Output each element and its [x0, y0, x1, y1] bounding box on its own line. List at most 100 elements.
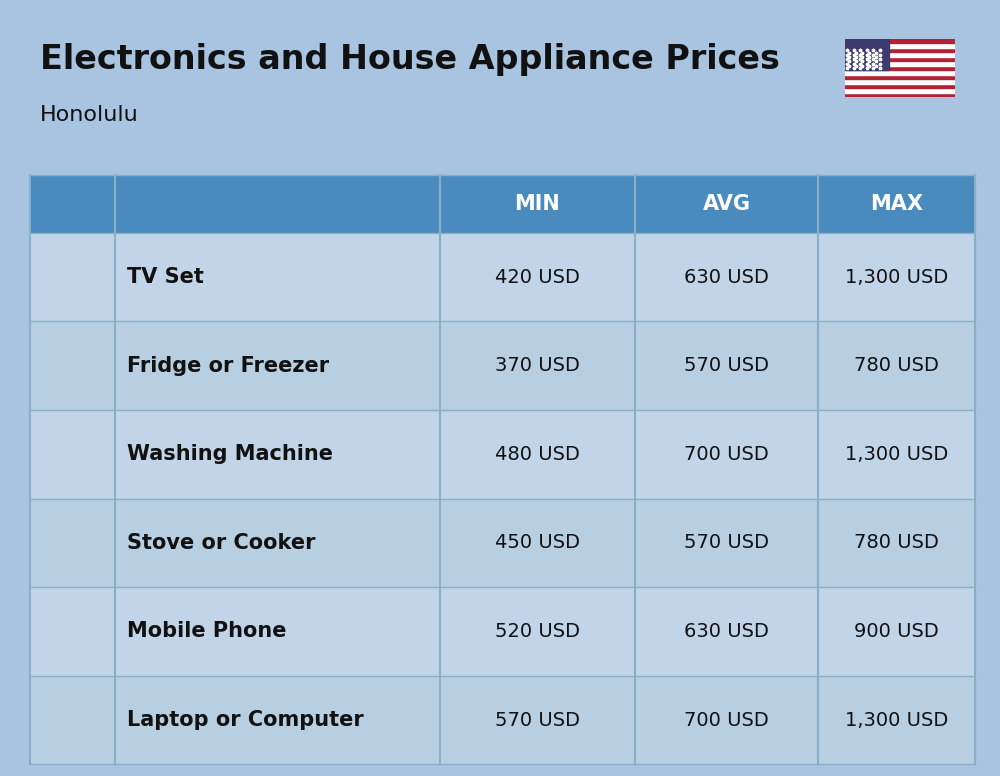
Bar	[49, 531, 96, 534]
FancyBboxPatch shape	[48, 529, 97, 572]
Text: 700 USD: 700 USD	[684, 711, 769, 729]
Bar	[845, 70, 955, 74]
Text: Fridge or Freezer: Fridge or Freezer	[127, 355, 329, 376]
Text: MAX: MAX	[870, 194, 923, 213]
FancyBboxPatch shape	[57, 606, 88, 656]
Bar	[50, 267, 64, 282]
FancyBboxPatch shape	[68, 623, 79, 636]
Bar	[845, 43, 955, 48]
FancyBboxPatch shape	[94, 737, 100, 743]
FancyBboxPatch shape	[57, 611, 68, 623]
Text: 450 USD: 450 USD	[495, 533, 580, 553]
Text: Stove or Cooker: Stove or Cooker	[127, 533, 316, 553]
Text: 570 USD: 570 USD	[495, 711, 580, 729]
Bar	[49, 255, 96, 289]
FancyBboxPatch shape	[52, 737, 58, 743]
Bar	[845, 79, 955, 84]
FancyBboxPatch shape	[45, 737, 51, 743]
Bar	[65, 267, 79, 282]
FancyBboxPatch shape	[66, 731, 72, 736]
FancyBboxPatch shape	[63, 746, 82, 754]
Text: Honolulu: Honolulu	[40, 105, 139, 125]
FancyBboxPatch shape	[59, 731, 65, 736]
Circle shape	[56, 441, 89, 479]
Text: 480 USD: 480 USD	[495, 445, 580, 464]
Bar	[79, 267, 93, 282]
Bar	[68, 294, 77, 303]
Bar	[45, 249, 100, 295]
FancyBboxPatch shape	[68, 636, 79, 649]
Bar	[845, 52, 955, 57]
FancyBboxPatch shape	[44, 510, 101, 576]
Circle shape	[55, 519, 60, 525]
Bar	[51, 355, 94, 357]
Bar	[845, 48, 955, 52]
FancyBboxPatch shape	[79, 611, 90, 623]
FancyBboxPatch shape	[87, 737, 93, 743]
Text: Electronics and House Appliance Prices: Electronics and House Appliance Prices	[40, 43, 780, 76]
Polygon shape	[68, 530, 77, 551]
Text: Washing Machine: Washing Machine	[127, 445, 333, 464]
Bar	[48, 708, 97, 713]
Text: 630 USD: 630 USD	[684, 622, 769, 641]
Circle shape	[85, 519, 90, 525]
Text: 520 USD: 520 USD	[495, 622, 580, 641]
Bar	[845, 57, 955, 61]
Text: 700 USD: 700 USD	[684, 445, 769, 464]
Bar	[47, 514, 98, 529]
Text: TV Set: TV Set	[127, 267, 204, 287]
Bar	[48, 703, 97, 708]
Bar	[845, 88, 955, 92]
Polygon shape	[63, 525, 82, 553]
FancyBboxPatch shape	[52, 533, 93, 566]
Text: 1,300 USD: 1,300 USD	[845, 711, 948, 729]
Text: 780 USD: 780 USD	[854, 533, 939, 553]
FancyBboxPatch shape	[59, 737, 65, 743]
FancyBboxPatch shape	[45, 731, 51, 736]
FancyBboxPatch shape	[73, 737, 79, 743]
Text: 420 USD: 420 USD	[495, 268, 580, 286]
Bar	[845, 39, 955, 43]
Text: 1,300 USD: 1,300 USD	[845, 445, 948, 464]
Bar	[48, 698, 97, 702]
FancyBboxPatch shape	[41, 726, 104, 746]
Text: 370 USD: 370 USD	[495, 356, 580, 375]
FancyBboxPatch shape	[80, 737, 86, 743]
Circle shape	[69, 428, 76, 435]
Circle shape	[74, 462, 77, 467]
FancyBboxPatch shape	[44, 688, 101, 729]
Bar	[48, 714, 97, 719]
FancyBboxPatch shape	[57, 623, 68, 636]
Text: 630 USD: 630 USD	[684, 268, 769, 286]
Text: 570 USD: 570 USD	[684, 356, 769, 375]
Text: Laptop or Computer: Laptop or Computer	[127, 710, 364, 730]
Circle shape	[85, 524, 90, 529]
FancyBboxPatch shape	[66, 737, 72, 743]
Bar	[57, 303, 88, 307]
Bar	[845, 61, 955, 66]
Bar	[86, 484, 91, 488]
Text: AVG: AVG	[702, 194, 750, 213]
Text: 780 USD: 780 USD	[854, 356, 939, 375]
Text: 570 USD: 570 USD	[684, 533, 769, 553]
Text: 1,300 USD: 1,300 USD	[845, 268, 948, 286]
Circle shape	[64, 455, 69, 461]
Bar	[50, 251, 64, 266]
Text: 900 USD: 900 USD	[854, 622, 939, 641]
Text: MIN: MIN	[515, 194, 560, 213]
FancyBboxPatch shape	[87, 731, 93, 736]
Bar	[845, 39, 889, 70]
Bar	[845, 92, 955, 97]
Circle shape	[54, 428, 61, 435]
Bar	[48, 719, 97, 723]
FancyBboxPatch shape	[80, 731, 86, 736]
Bar	[845, 84, 955, 88]
FancyBboxPatch shape	[57, 636, 68, 649]
FancyBboxPatch shape	[52, 596, 93, 667]
FancyBboxPatch shape	[49, 332, 96, 400]
Bar	[88, 369, 91, 383]
Bar	[54, 484, 59, 488]
FancyBboxPatch shape	[44, 421, 101, 487]
Circle shape	[52, 437, 93, 483]
FancyBboxPatch shape	[52, 731, 58, 736]
